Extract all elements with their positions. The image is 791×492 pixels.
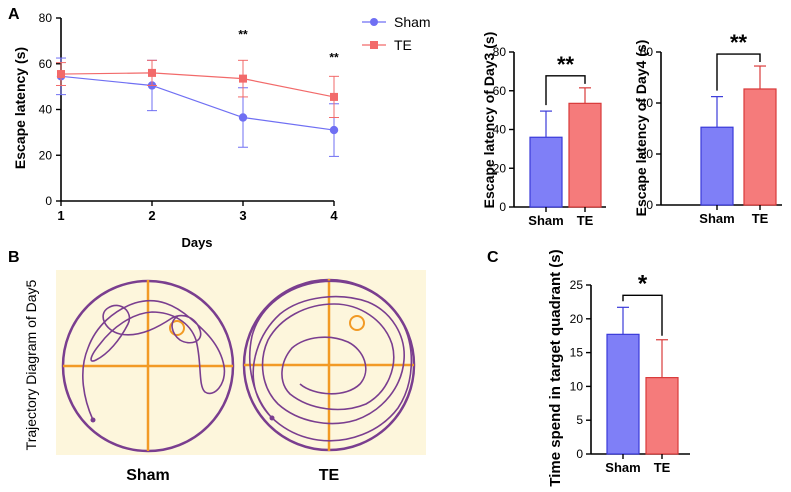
line-chart-y-tick-label: 60 — [39, 57, 53, 71]
trajectory-label-te: TE — [319, 467, 340, 484]
legend-sham-marker — [370, 18, 378, 26]
line-point-te — [148, 68, 156, 77]
panel-label-a: A — [8, 6, 20, 23]
day4-x-tick-label-te: TE — [752, 211, 769, 226]
day3-x-tick-label-te: TE — [577, 213, 594, 228]
line-significance-marker: ** — [238, 28, 248, 42]
line-chart-y-tick-label: 40 — [39, 103, 53, 117]
sham-swim-path — [82, 299, 226, 421]
line-chart-x-tick-label: 2 — [148, 208, 155, 223]
quadrant-significance-bracket — [622, 294, 663, 336]
day4-y-tick-label: 60 — [640, 45, 654, 59]
line-chart-x-tick-label: 3 — [239, 208, 246, 223]
quadrant-x-tick-label-te: TE — [654, 460, 671, 475]
quadrant-bar-te — [645, 377, 679, 455]
day3-y-tick-label: 0 — [499, 200, 506, 214]
day4-significance-marker: ** — [730, 30, 748, 55]
bar-chart-day3: Escape latency of Day3 (s) 0 20 40 60 80 Sham… — [481, 32, 606, 228]
legend-sham-label: Sham — [394, 14, 431, 30]
day4-bar-te — [743, 88, 777, 206]
line-chart-y-tick-label: 80 — [39, 11, 53, 25]
day3-y-tick-label: 20 — [493, 161, 507, 175]
quadrant-significance-marker: * — [638, 270, 648, 297]
bar-chart-quadrant: Time spend in target quadrant (s) 0 5 10 15… — [547, 249, 690, 487]
day3-y-tick-label: 80 — [493, 45, 507, 59]
arena-background — [56, 270, 426, 455]
line-chart-y-tick-label: 20 — [39, 148, 53, 162]
day4-y-tick-label: 20 — [640, 147, 654, 161]
sham-start-dot — [90, 417, 96, 423]
te-platform-marker — [349, 315, 365, 331]
quadrant-y-tick-label: 5 — [576, 413, 583, 427]
day4-y-tick-label: 0 — [646, 198, 653, 212]
day4-ylabel: Escape latency of Day4 (s) — [633, 40, 649, 217]
day3-y-tick-label: 40 — [493, 123, 507, 137]
day4-y-tick-label: 40 — [640, 96, 654, 110]
panel-label-c: C — [487, 249, 499, 266]
legend-te-marker — [370, 41, 378, 49]
line-series-te — [60, 72, 335, 98]
day3-bar-sham — [529, 136, 563, 208]
quadrant-y-tick-label: 25 — [570, 278, 584, 292]
trajectory-ylabel: Trajectory Diagram of Day5 — [23, 279, 39, 450]
day3-x-tick-label-sham: Sham — [528, 213, 563, 228]
line-chart-xlabel: Days — [181, 235, 212, 250]
day4-significance-bracket — [716, 53, 761, 91]
quadrant-y-tick-label: 0 — [576, 447, 583, 461]
quadrant-y-tick-label: 20 — [570, 312, 584, 326]
line-significance-marker: ** — [329, 50, 339, 64]
sham-platform-marker — [169, 320, 185, 336]
line-point-te — [57, 70, 65, 79]
day4-bar-sham — [700, 126, 734, 206]
te-swim-path — [249, 280, 413, 442]
day4-x-tick-label-sham: Sham — [699, 211, 734, 226]
day3-ylabel: Escape latency of Day3 (s) — [481, 32, 497, 209]
day3-significance-marker: ** — [557, 52, 575, 77]
line-point-te — [239, 74, 247, 83]
line-chart: Escape latency (s) Days Sham TE 0 20 40 60 8… — [12, 11, 431, 250]
line-series-sham — [60, 75, 335, 131]
quadrant-bar-sham — [606, 333, 640, 455]
line-chart-ylabel: Escape latency (s) — [12, 47, 28, 169]
trajectory-label-sham: Sham — [126, 467, 170, 484]
bar-chart-day4: Escape latency of Day4 (s) 0 20 40 60 Sham TE… — [633, 30, 782, 226]
quadrant-y-tick-label: 15 — [570, 346, 584, 360]
arena-te — [242, 278, 416, 452]
quadrant-x-tick-label-sham: Sham — [605, 460, 640, 475]
quadrant-ylabel: Time spend in target quadrant (s) — [547, 249, 564, 486]
quadrant-y-tick-label: 10 — [570, 379, 584, 393]
day3-y-tick-label: 60 — [493, 84, 507, 98]
te-start-dot — [269, 415, 275, 421]
line-chart-y-tick-label: 0 — [45, 194, 52, 208]
legend-te-label: TE — [394, 37, 412, 53]
line-point-te — [330, 92, 338, 101]
line-point-sham — [238, 113, 248, 122]
panel-label-b: B — [8, 249, 20, 266]
line-legend: Sham TE — [362, 14, 431, 53]
line-chart-x-tick-label: 1 — [57, 208, 64, 223]
day3-bar-te — [568, 102, 602, 208]
trajectory-diagrams: Trajectory Diagram of Day5 Sham TE — [23, 270, 426, 484]
day3-significance-bracket — [545, 75, 586, 106]
line-point-sham — [329, 125, 339, 135]
arena-sham — [61, 279, 235, 453]
line-chart-x-tick-label: 4 — [330, 208, 338, 223]
